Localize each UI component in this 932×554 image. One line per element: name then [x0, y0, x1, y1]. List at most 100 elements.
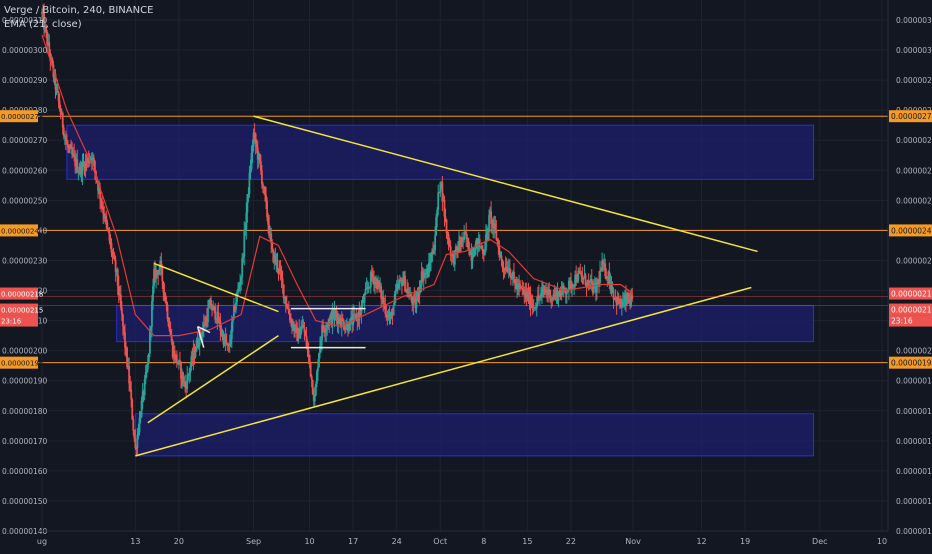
candle-body: [339, 322, 342, 327]
candle-body: [415, 299, 418, 309]
trendlines: [135, 115, 758, 457]
candle-body: [463, 232, 466, 240]
candle-body: [65, 141, 68, 145]
candle-body: [107, 227, 110, 232]
candle-body: [404, 275, 406, 292]
candle-body: [450, 253, 453, 256]
candle-body: [374, 280, 376, 285]
candle-body: [350, 317, 352, 319]
ema-indicator-label[interactable]: EMA (21, close): [4, 19, 82, 30]
candle-body: [252, 132, 255, 147]
candle-body: [340, 318, 343, 327]
time-axis[interactable]: ug 13 20 Sep 10 17 24 Oct 8 15 22 Nov 12 19 Dec 10: [37, 530, 888, 546]
candle-body: [431, 251, 433, 262]
candle-body: [616, 296, 619, 306]
candle-body: [626, 293, 628, 304]
candle-body: [321, 324, 323, 341]
candle-body: [341, 318, 344, 322]
symbol-title[interactable]: Verge / Bitcoin, 240, BINANCE: [4, 5, 154, 16]
candle-body: [417, 291, 420, 296]
level-tag-left-bg: [0, 110, 38, 123]
right-axis-tick-label: 0.00000180: [896, 407, 932, 416]
candle-body: [43, 12, 45, 30]
candle-body: [110, 242, 113, 253]
candle-body: [555, 290, 558, 294]
candle-body: [51, 58, 54, 65]
candle-body: [154, 268, 156, 279]
left-axis-tick-label: 0.00000300: [2, 46, 48, 55]
left-axis-tick-label: 0.00000270: [2, 136, 48, 145]
candle-body: [304, 331, 307, 336]
candle-body: [79, 164, 82, 173]
candle-body: [59, 109, 62, 115]
candle-body: [220, 331, 223, 335]
candle-body: [57, 91, 60, 101]
time-axis-tick-label: ug: [37, 537, 47, 546]
candle-body: [294, 325, 296, 332]
candle-body: [200, 335, 203, 337]
candle-body: [370, 272, 373, 276]
candle-body: [163, 292, 166, 294]
candle-body: [573, 285, 576, 287]
candle-body: [521, 287, 524, 289]
candle-body: [76, 159, 79, 172]
candle-body: [445, 219, 448, 234]
left-axis-tick-label: 0.00000200: [2, 347, 48, 356]
zone-box: [66, 124, 815, 180]
candle-body: [259, 161, 262, 171]
candle-body: [330, 314, 333, 325]
candle-body: [306, 347, 309, 351]
candle-body: [434, 235, 437, 251]
candle-body: [435, 217, 438, 236]
candle-body: [509, 275, 512, 279]
candle-body: [111, 252, 114, 255]
right-axis-tick-label: 0.00000190: [896, 377, 932, 386]
candle-body: [243, 230, 246, 257]
candle-body: [216, 311, 219, 321]
candle-body: [317, 367, 319, 372]
candle-body: [178, 360, 180, 365]
right-axis-tick-label: 0.00000290: [896, 76, 932, 85]
candle-body: [187, 374, 190, 376]
candle-body: [276, 259, 279, 269]
candle-body: [495, 229, 498, 240]
candle-body: [575, 274, 578, 282]
candle-body: [334, 310, 337, 314]
candle-body: [338, 317, 341, 323]
level-tag-right: 0.00000240: [891, 226, 932, 235]
candle-body: [359, 311, 362, 314]
candle-body: [379, 286, 382, 288]
candle-body: [459, 240, 461, 245]
candle-body: [74, 156, 77, 167]
candle-body: [549, 289, 552, 302]
candle-body: [132, 419, 135, 431]
candle-body: [214, 307, 217, 320]
candle-body: [229, 339, 232, 345]
candle-body: [142, 391, 145, 396]
candle-body: [385, 313, 388, 315]
candle-body: [560, 291, 563, 297]
candle-body: [502, 267, 505, 270]
candle-body: [510, 277, 513, 279]
ema-21-line: [41, 34, 634, 337]
candle-body: [619, 299, 622, 307]
candle-body: [458, 240, 460, 252]
left-axis-tick-label: 0.00000250: [2, 196, 48, 205]
candle-body: [213, 306, 216, 308]
candle-body: [136, 434, 139, 449]
candle-body: [538, 296, 541, 298]
candle-body: [135, 448, 138, 450]
trendline: [147, 334, 279, 424]
candle-body: [522, 288, 525, 291]
candle-body: [202, 323, 205, 330]
level-tag-left-bg: [0, 224, 38, 237]
candle-body: [442, 199, 445, 202]
candle-body: [625, 295, 627, 304]
candle-body: [444, 216, 447, 220]
candle-body: [441, 182, 444, 202]
candle-body: [569, 280, 571, 282]
level-tag-right: 0.00000196: [891, 359, 932, 368]
candle-body: [615, 296, 618, 306]
